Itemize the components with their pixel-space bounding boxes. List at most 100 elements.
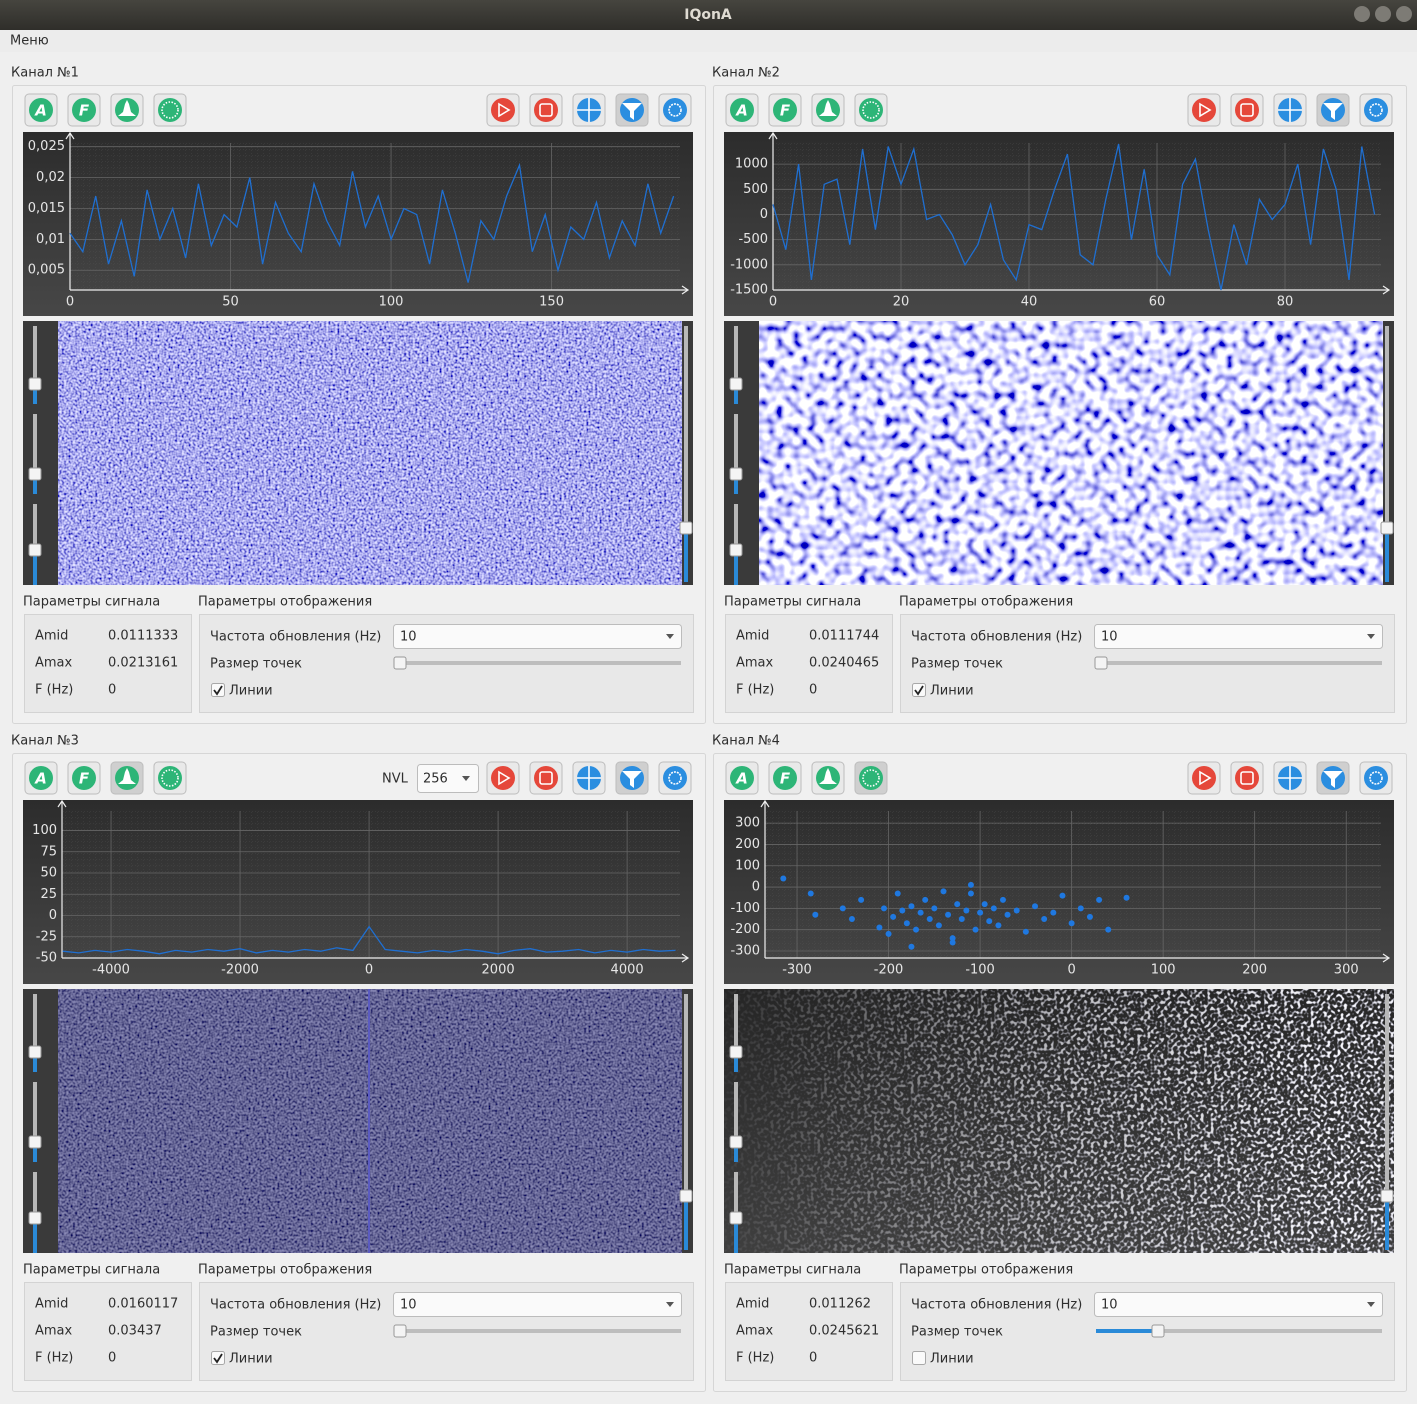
- slider-handle[interactable]: [28, 1211, 42, 1225]
- slider-handle[interactable]: [28, 467, 42, 481]
- data-point: [894, 890, 901, 897]
- icon-shape: [1323, 771, 1343, 788]
- minor-grid: [765, 811, 1381, 958]
- data-line: [69, 162, 675, 283]
- slider-handle[interactable]: [28, 1045, 42, 1059]
- rate-value: 10: [1101, 1298, 1118, 1313]
- lines-checkbox[interactable]: [211, 1351, 225, 1365]
- check-mark: [213, 1353, 223, 1364]
- field-label: Размер точек: [210, 657, 302, 672]
- data-point: [949, 935, 956, 942]
- x-tick-label: -2000: [221, 963, 259, 978]
- minor-grid: [62, 811, 680, 958]
- y-tick-label: -50: [36, 951, 57, 966]
- icon-shape: [1278, 98, 1302, 122]
- slider-handle[interactable]: [28, 377, 42, 391]
- slider-handle[interactable]: [729, 1211, 743, 1225]
- slider-handle[interactable]: [1151, 1324, 1165, 1338]
- lines-checkbox[interactable]: [912, 1351, 926, 1365]
- slider-handle[interactable]: [729, 377, 743, 391]
- rate-value: 10: [1101, 630, 1118, 645]
- data-point: [1077, 905, 1084, 912]
- slider-handle[interactable]: [28, 543, 42, 557]
- data-point: [908, 943, 915, 950]
- slider-handle[interactable]: [1380, 521, 1394, 535]
- data-point: [807, 890, 814, 897]
- nvl-combobox[interactable]: [417, 764, 479, 793]
- lines-checkbox[interactable]: [912, 683, 926, 697]
- param-value: 0.011262: [809, 1297, 871, 1312]
- field-label: Частота обновления (Hz): [210, 1298, 381, 1313]
- icon-shape: [1199, 770, 1212, 786]
- slider-handle[interactable]: [1380, 1189, 1394, 1203]
- button-label: A: [34, 102, 47, 120]
- data-point: [839, 905, 846, 912]
- data-point: [885, 930, 892, 937]
- field-label: Частота обновления (Hz): [911, 1298, 1082, 1313]
- y-tick-label: -1000: [730, 257, 768, 272]
- slider-handle[interactable]: [729, 1135, 743, 1149]
- y-tick-label: 1000: [735, 157, 768, 172]
- icon-shape: [577, 766, 601, 790]
- slider-handle[interactable]: [729, 543, 743, 557]
- data-line: [772, 143, 1376, 291]
- slider-handle[interactable]: [729, 1045, 743, 1059]
- x-tick-label: -100: [965, 963, 995, 978]
- maximize-button[interactable]: [1375, 6, 1391, 22]
- slider-handle[interactable]: [679, 521, 693, 535]
- rate-value: 10: [400, 630, 417, 645]
- slider-handle[interactable]: [729, 467, 743, 481]
- slider-handle[interactable]: [393, 656, 407, 670]
- data-point: [972, 926, 979, 933]
- icon-shape: [622, 103, 642, 120]
- icon-shape: [1199, 102, 1212, 118]
- button-icon: [1192, 766, 1216, 790]
- icon-shape: [1278, 766, 1302, 790]
- channel-label: Канал №1: [11, 66, 79, 81]
- data-point: [858, 896, 865, 903]
- button-label: F: [79, 770, 90, 788]
- data-point: [913, 926, 920, 933]
- icon-shape: [1323, 103, 1343, 120]
- button-icon: [730, 98, 754, 122]
- rate-combobox[interactable]: [1094, 1292, 1383, 1317]
- channel-label: Канал №4: [712, 734, 780, 749]
- icon-shape: [1369, 771, 1383, 785]
- y-tick-label: 0: [760, 207, 768, 222]
- slider-handle[interactable]: [1094, 656, 1108, 670]
- y-tick-label: -100: [730, 901, 760, 916]
- data-point: [917, 909, 924, 916]
- data-point: [999, 896, 1006, 903]
- nvl-label: NVL: [382, 772, 409, 787]
- menu-item[interactable]: Меню: [10, 34, 49, 49]
- x-tick-label: 60: [1149, 295, 1166, 310]
- slider-handle[interactable]: [28, 1135, 42, 1149]
- icon-shape: [668, 771, 682, 785]
- data-point: [1004, 911, 1011, 918]
- slider-handle[interactable]: [679, 1189, 693, 1203]
- rate-combobox[interactable]: [1094, 624, 1383, 649]
- section-title: Параметры сигнала: [23, 595, 160, 610]
- button-icon: [534, 766, 558, 790]
- field-label: Размер точек: [210, 1325, 302, 1340]
- button-icon: [730, 766, 754, 790]
- data-point: [945, 911, 952, 918]
- data-point: [812, 911, 819, 918]
- param-name: Amax: [736, 1324, 774, 1339]
- button-icon: [1235, 98, 1259, 122]
- button-icon: [29, 766, 53, 790]
- rate-combobox[interactable]: [393, 1292, 682, 1317]
- x-tick-label: 2000: [482, 963, 515, 978]
- lines-checkbox[interactable]: [211, 683, 225, 697]
- slider-handle[interactable]: [393, 1324, 407, 1338]
- rate-combobox[interactable]: [393, 624, 682, 649]
- minimize-button[interactable]: [1354, 6, 1370, 22]
- data-line: [62, 925, 676, 955]
- nvl-value: 256: [423, 772, 448, 787]
- icon-shape: [1240, 103, 1254, 117]
- close-button[interactable]: [1396, 6, 1412, 22]
- section-title: Параметры сигнала: [724, 595, 861, 610]
- field-label: Линии: [229, 684, 273, 699]
- icon-shape: [539, 771, 553, 785]
